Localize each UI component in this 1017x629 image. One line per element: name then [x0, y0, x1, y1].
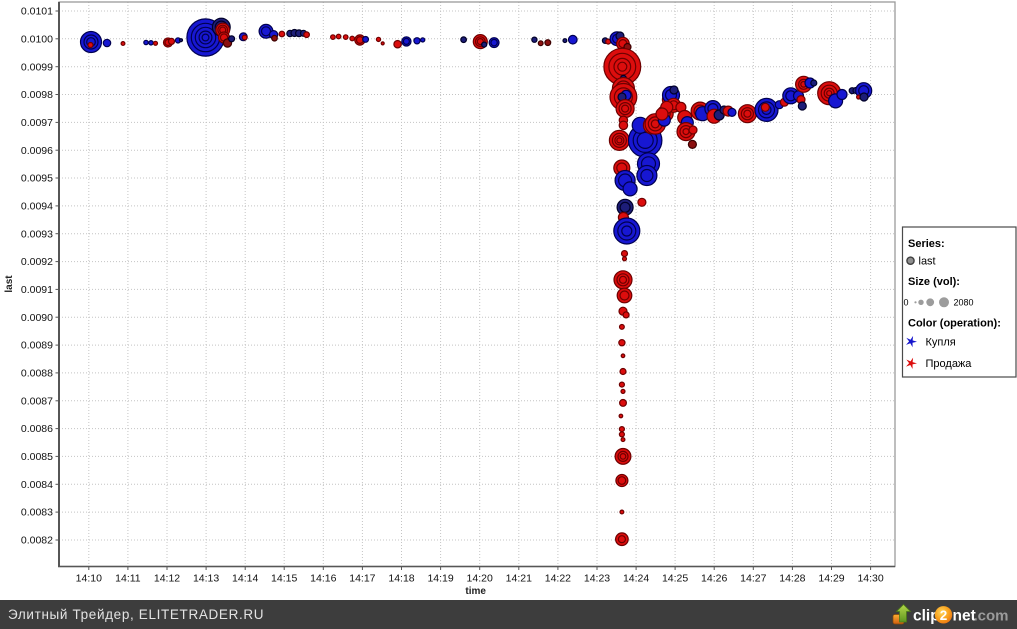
svg-text:0: 0	[904, 298, 909, 308]
svg-text:14:24: 14:24	[623, 573, 649, 585]
svg-text:14:26: 14:26	[701, 573, 727, 585]
svg-text:0.0093: 0.0093	[21, 228, 53, 240]
svg-text:14:29: 14:29	[818, 573, 844, 585]
svg-text:0.0085: 0.0085	[21, 451, 53, 463]
svg-text:0.0087: 0.0087	[21, 395, 53, 407]
svg-text:14:22: 14:22	[545, 573, 571, 585]
svg-text:0.0097: 0.0097	[21, 117, 53, 129]
svg-text:0.0095: 0.0095	[21, 173, 53, 185]
svg-text:time: time	[465, 586, 486, 597]
svg-text:Продажа: Продажа	[926, 358, 973, 370]
svg-text:2080: 2080	[954, 298, 974, 308]
svg-text:.com: .com	[974, 608, 1009, 625]
svg-text:0.0084: 0.0084	[21, 479, 53, 491]
svg-text:0.0086: 0.0086	[21, 423, 53, 435]
svg-text:0.0089: 0.0089	[21, 340, 53, 352]
svg-text:Color (operation):: Color (operation):	[908, 318, 1001, 330]
svg-text:Size (vol):: Size (vol):	[908, 276, 960, 288]
svg-text:last: last	[4, 275, 15, 293]
svg-text:14:17: 14:17	[349, 573, 375, 585]
svg-text:14:20: 14:20	[467, 573, 493, 585]
svg-text:14:18: 14:18	[388, 573, 414, 585]
svg-text:0.0098: 0.0098	[21, 89, 53, 101]
svg-text:14:12: 14:12	[154, 573, 180, 585]
svg-text:0.0101: 0.0101	[21, 6, 53, 18]
svg-text:0.0099: 0.0099	[21, 61, 53, 73]
svg-text:clip: clip	[913, 608, 940, 625]
svg-text:14:10: 14:10	[76, 573, 102, 585]
svg-text:0.0094: 0.0094	[21, 201, 53, 213]
svg-text:0.0088: 0.0088	[21, 368, 53, 380]
svg-text:Series:: Series:	[908, 238, 945, 250]
svg-text:14:13: 14:13	[193, 573, 219, 585]
svg-text:14:23: 14:23	[584, 573, 610, 585]
svg-text:0.0096: 0.0096	[21, 145, 53, 157]
svg-text:net: net	[953, 608, 976, 625]
svg-text:14:14: 14:14	[232, 573, 258, 585]
svg-text:14:11: 14:11	[115, 573, 141, 585]
svg-text:0.0092: 0.0092	[21, 256, 53, 268]
svg-text:Элитный Трейдер, ELITETRADER.R: Элитный Трейдер, ELITETRADER.RU	[8, 607, 264, 622]
svg-text:0.0090: 0.0090	[21, 312, 53, 324]
svg-text:14:19: 14:19	[427, 573, 453, 585]
svg-text:14:28: 14:28	[779, 573, 805, 585]
svg-text:14:25: 14:25	[662, 573, 688, 585]
svg-text:0.0100: 0.0100	[21, 33, 53, 45]
svg-text:14:30: 14:30	[857, 573, 883, 585]
svg-text:0.0091: 0.0091	[21, 284, 53, 296]
svg-text:14:15: 14:15	[271, 573, 297, 585]
svg-text:2: 2	[940, 608, 948, 623]
svg-text:0.0083: 0.0083	[21, 507, 53, 519]
svg-text:14:27: 14:27	[740, 573, 766, 585]
svg-text:14:21: 14:21	[506, 573, 532, 585]
svg-text:last: last	[919, 256, 936, 268]
svg-text:Купля: Купля	[926, 337, 956, 349]
svg-text:0.0082: 0.0082	[21, 535, 53, 547]
svg-text:14:16: 14:16	[310, 573, 336, 585]
